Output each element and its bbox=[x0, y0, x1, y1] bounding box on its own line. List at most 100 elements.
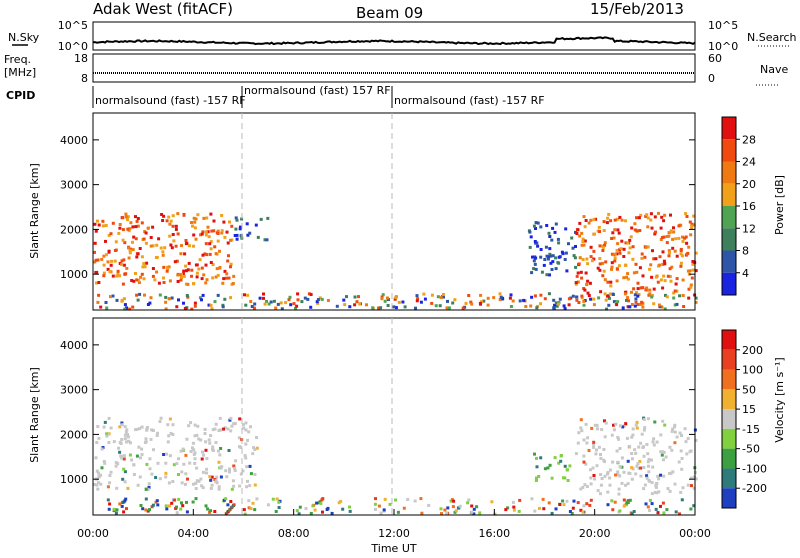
power-cell-729 bbox=[170, 296, 174, 300]
velocity-cell-123 bbox=[200, 457, 204, 461]
velocity-cell-453 bbox=[624, 422, 628, 426]
power-cell-642 bbox=[664, 293, 667, 297]
velocity-cell-390 bbox=[651, 440, 655, 444]
velocity-cell-268 bbox=[557, 461, 561, 465]
velocity-cell-383 bbox=[642, 418, 646, 421]
power-cell-353 bbox=[533, 262, 537, 266]
power-cell-76 bbox=[154, 256, 158, 259]
velocity-cell-53 bbox=[218, 416, 222, 420]
velocity-cell-0 bbox=[201, 470, 205, 474]
power-cell-99 bbox=[206, 225, 210, 229]
power-cell-125 bbox=[201, 230, 205, 234]
power-cell-738 bbox=[223, 297, 227, 301]
velocity-cell-314 bbox=[621, 425, 625, 429]
power-cell-333 bbox=[534, 227, 537, 230]
velocity-cell-225 bbox=[123, 480, 127, 484]
power-cell-875 bbox=[316, 298, 320, 302]
power-cell-680 bbox=[244, 303, 248, 307]
velocity-cell-594 bbox=[394, 498, 397, 502]
velocity-cell-590 bbox=[321, 497, 325, 501]
power-cell-584 bbox=[626, 272, 630, 276]
power-cell-238 bbox=[121, 228, 125, 232]
velocity-cell-541 bbox=[180, 501, 183, 505]
power-cell-444 bbox=[659, 278, 663, 282]
power-cell-750 bbox=[318, 296, 322, 300]
power-cell-854 bbox=[164, 307, 168, 311]
power-cell-261 bbox=[191, 224, 194, 228]
power-cell-864 bbox=[547, 292, 551, 296]
power-cell-357 bbox=[557, 261, 561, 265]
velocity-cell-136 bbox=[193, 423, 197, 427]
velocity-cell-612 bbox=[445, 511, 449, 515]
nsearch-label: N.Search bbox=[747, 31, 797, 44]
power-cell-471 bbox=[631, 257, 635, 261]
power-cell-604 bbox=[637, 216, 641, 220]
power-cell-378 bbox=[630, 226, 634, 230]
power-cell-74 bbox=[176, 280, 180, 283]
power-cell-856 bbox=[105, 306, 109, 310]
power-cell-19 bbox=[110, 259, 114, 263]
velocity-cell-284 bbox=[646, 417, 650, 421]
velocity-cell-461 bbox=[671, 470, 675, 474]
velocity-cell-22 bbox=[180, 470, 184, 474]
velocity-cell-54 bbox=[187, 424, 191, 428]
power-cell-653 bbox=[274, 306, 278, 310]
velocity-cell-666 bbox=[297, 512, 301, 516]
velocity-cell-633 bbox=[185, 500, 188, 504]
power-cell-598 bbox=[650, 275, 654, 279]
velocity-cell-428 bbox=[630, 435, 634, 439]
power-cell-155 bbox=[120, 259, 124, 263]
power-cell-308 bbox=[561, 252, 565, 256]
velocity-cell-36 bbox=[197, 479, 201, 483]
power-cell-73 bbox=[210, 229, 214, 233]
power-cell-400 bbox=[601, 261, 605, 265]
x-tick-label-6: 00:00 bbox=[679, 527, 711, 540]
velocity-cell-623 bbox=[454, 509, 458, 513]
velocity-cell-630 bbox=[646, 505, 650, 509]
velocity-cell-127 bbox=[228, 467, 231, 471]
velocity-cell-8 bbox=[201, 450, 204, 454]
power-cell-480 bbox=[657, 211, 660, 215]
power-cell-323 bbox=[549, 254, 553, 258]
freq-frame bbox=[92, 53, 696, 83]
power-cell-366 bbox=[691, 262, 695, 266]
power-cell-177 bbox=[93, 241, 97, 245]
velocity-cell-158 bbox=[95, 441, 99, 444]
velocity-cell-674 bbox=[576, 501, 580, 505]
power-cell-725 bbox=[345, 295, 348, 299]
velocity-cell-517 bbox=[446, 506, 450, 510]
power-cell-690 bbox=[243, 293, 246, 297]
power-cell-273 bbox=[254, 223, 258, 227]
power-cell-329 bbox=[563, 258, 567, 261]
velocity-cell-104 bbox=[120, 438, 124, 441]
velocity-cell-631 bbox=[611, 508, 615, 512]
velocity-cell-179 bbox=[208, 441, 212, 445]
power-cell-78 bbox=[116, 272, 120, 276]
power-cell-394 bbox=[633, 222, 637, 226]
velocity-cell-583 bbox=[341, 507, 345, 511]
velocity-cell-138 bbox=[251, 452, 255, 456]
velocity-cell-242 bbox=[149, 437, 153, 441]
power-cell-522 bbox=[618, 215, 622, 219]
power-cell-389 bbox=[599, 290, 603, 294]
power-colorbar-label: Power [dB] bbox=[773, 175, 786, 235]
velocity-cell-43 bbox=[114, 464, 118, 468]
power-cell-590 bbox=[677, 224, 681, 228]
power-cell-425 bbox=[606, 216, 610, 220]
power-cell-258 bbox=[169, 243, 173, 247]
power-colorbar-tick-label-3: 16 bbox=[742, 200, 756, 213]
power-cell-529 bbox=[671, 246, 675, 250]
velocity-cell-112 bbox=[140, 447, 144, 451]
velocity-cell-488 bbox=[165, 507, 169, 511]
velocity-cell-315 bbox=[579, 418, 583, 422]
velocity-cell-169 bbox=[181, 447, 185, 451]
power-cell-218 bbox=[209, 247, 213, 251]
power-cell-124 bbox=[134, 237, 138, 241]
power-cell-180 bbox=[124, 272, 128, 276]
power-cell-755 bbox=[198, 296, 202, 300]
power-cell-786 bbox=[605, 307, 608, 311]
velocity-cell-133 bbox=[109, 426, 113, 430]
velocity-cell-654 bbox=[213, 510, 217, 513]
velocity-cell-374 bbox=[627, 471, 631, 475]
velocity-y-tick-label-3: 4000 bbox=[60, 339, 88, 352]
